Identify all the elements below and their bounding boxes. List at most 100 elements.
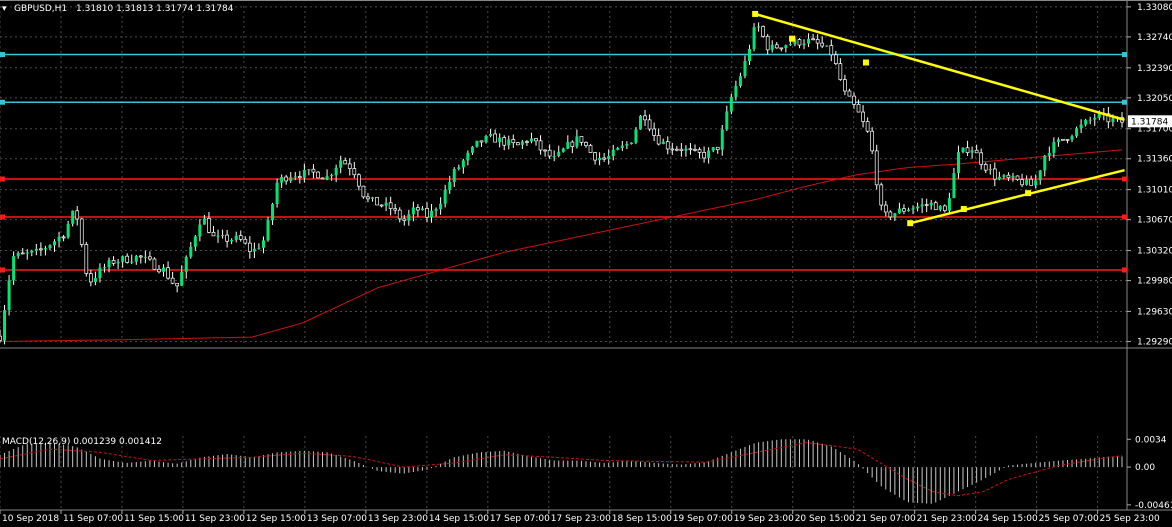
candle-bull [53, 241, 57, 246]
candle-bear [833, 54, 838, 64]
candle-bear [584, 141, 588, 146]
candle-bull [184, 256, 188, 272]
candle-bull [947, 198, 951, 211]
candle-bull [1084, 120, 1088, 125]
candle-bear [75, 210, 80, 220]
level-handle-left [0, 267, 5, 273]
macd-label: MACD(12,26,9) 0.001239 0.001412 [2, 437, 162, 447]
candle-bear [847, 90, 852, 97]
moving-average [0, 149, 1123, 342]
candle-bull [143, 256, 147, 258]
candle-bull [598, 157, 602, 161]
candle-bull [3, 310, 7, 341]
candle-bear [125, 255, 130, 263]
level-handle-right [1122, 214, 1127, 220]
trendline-anchor [789, 35, 796, 42]
candle-bull [289, 177, 293, 181]
candle-bear [247, 242, 252, 252]
candle-bull [261, 240, 265, 248]
candle-bull [275, 182, 279, 204]
candle-bull [552, 156, 556, 158]
candle-bull [707, 150, 711, 158]
candle-bull [121, 256, 125, 262]
candle-bear [311, 168, 316, 173]
trendline-anchor [960, 206, 967, 213]
horizontal-levels[interactable] [0, 52, 1127, 273]
candle-bull [470, 146, 474, 153]
candle-bear [243, 238, 248, 244]
candle-bull [638, 115, 642, 130]
candle-bull [307, 169, 311, 171]
time-tick-label: 21 Sep 07:00 [856, 514, 916, 524]
candle-bull [334, 167, 338, 176]
level-handle-right [1122, 52, 1127, 58]
candle-bull [561, 148, 565, 152]
candle-bear [697, 149, 702, 153]
candle-bull [770, 44, 774, 50]
price-tick-label: 1.30670 [1137, 216, 1172, 226]
candle-bear [652, 128, 656, 136]
candle-bear [902, 208, 906, 212]
time-tick-label: 10 Sep 2018 [2, 514, 59, 524]
price-tick-label: 1.31010 [1137, 186, 1172, 196]
candle-bear [843, 79, 847, 92]
trendlines[interactable] [752, 10, 1125, 227]
candle-bear [366, 196, 370, 200]
candle-bear [1015, 175, 1020, 180]
candle-bear [157, 268, 161, 273]
candle-bull [457, 167, 461, 170]
candle-bull [1111, 118, 1115, 122]
candle-bear [493, 133, 497, 143]
candle-bear [388, 202, 393, 210]
trendline [754, 12, 1125, 122]
candle-bear [111, 260, 116, 264]
level-handle-left [0, 99, 5, 105]
candle-bull [466, 152, 470, 161]
symbol-label: GBPUSD,H1 [14, 4, 67, 14]
candle-bear [570, 141, 575, 147]
candle-bear [515, 142, 520, 146]
candle-bear [316, 171, 320, 179]
macd-tick-label: 0.0034 [1135, 435, 1167, 445]
candle-bear [361, 185, 366, 198]
candle-bear [1006, 174, 1011, 179]
candle-bear [39, 248, 43, 251]
candle-bear [856, 104, 861, 113]
price-candles [0, 22, 1124, 345]
time-tick-label: 19 Sep 23:00 [734, 514, 794, 524]
candle-bull [616, 148, 620, 150]
candle-bull [448, 182, 452, 190]
candle-bear [379, 204, 384, 207]
candle-bear [1061, 138, 1065, 141]
price-tick-label: 1.32740 [1137, 33, 1172, 43]
time-tick-label: 25 Sep 07:00 [1039, 514, 1099, 524]
candle-bull [520, 141, 524, 145]
candle-bear [602, 157, 607, 160]
price-tick-label: 1.29630 [1137, 307, 1172, 317]
candle-bull [793, 39, 797, 45]
candle-bear [175, 282, 180, 287]
level-handle-right [1122, 99, 1127, 105]
candle-bear [402, 218, 407, 221]
candle-bull [897, 208, 901, 214]
candle-bear [207, 218, 211, 233]
candle-bear [525, 141, 529, 143]
candle-bull [330, 175, 334, 177]
candle-bull [720, 129, 724, 150]
candle-bear [974, 149, 979, 154]
macd-tick-label: 0.00 [1135, 463, 1155, 473]
candle-bull [970, 150, 974, 153]
candle-bull [484, 135, 488, 143]
candle-bear [679, 148, 684, 151]
dropdown-arrow-icon[interactable]: ▾ [2, 4, 7, 14]
candle-bear [1029, 178, 1033, 186]
candle-bear [211, 232, 216, 237]
candle-bull [938, 205, 942, 210]
candle-bear [79, 218, 84, 245]
candle-bull [1038, 170, 1042, 181]
candle-bear [670, 148, 675, 151]
candle-bull [802, 43, 806, 46]
candle-bull [257, 247, 261, 249]
candle-bull [575, 136, 579, 147]
